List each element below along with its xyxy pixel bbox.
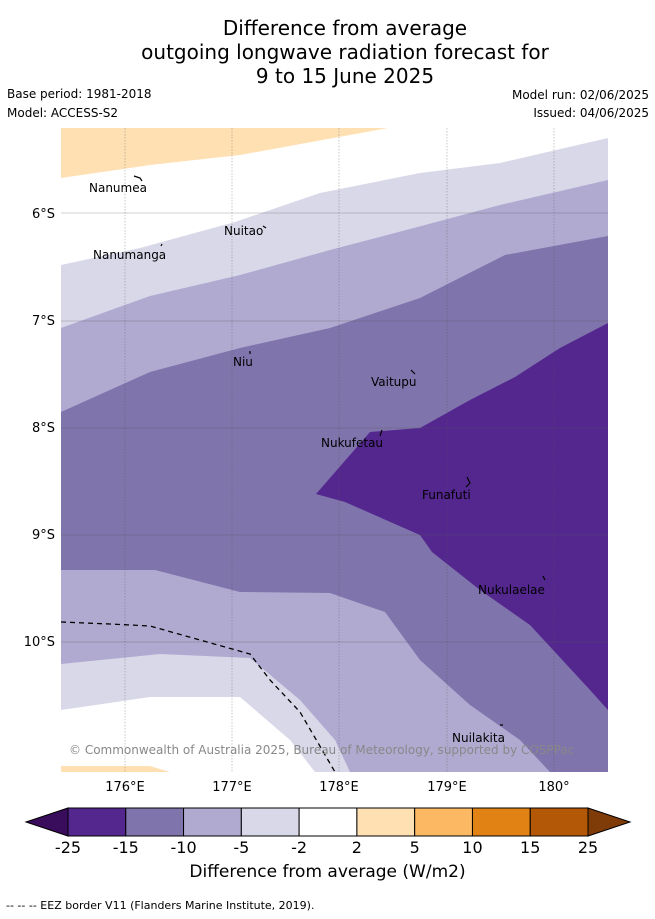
colorbar-tick-25: 25	[578, 838, 598, 857]
colorbar-title: Difference from average (W/m2)	[189, 862, 466, 882]
island-nuitao	[262, 225, 267, 229]
title-line-1: Difference from average	[222, 16, 468, 40]
place-label-vaitupu: Vaitupu	[371, 375, 417, 389]
lon-tick-180: 180°	[538, 780, 569, 795]
island-funafuti	[465, 476, 471, 488]
model-run: Model run: 02/06/2025	[511, 88, 649, 102]
map-title: Difference from average outgoing longwav…	[0, 16, 655, 88]
colorbar-tick-labels: -25 -15 -10 -5 -2 2 5 10 15 25	[55, 838, 598, 857]
lat-tick-6s: 6°S	[32, 207, 55, 222]
island-vaitupu	[410, 369, 416, 375]
anomaly-band-lower-near-zero	[61, 697, 315, 772]
map-plot-area: Nanumea Nuitao Nanumanga Niu Vaitupu Nuk…	[61, 128, 608, 772]
colorbar-tick-10: 10	[462, 838, 482, 857]
colorbar-segment-minus2-2	[298, 807, 358, 837]
lat-tick-9s: 9°S	[32, 528, 55, 543]
lat-tick-10s: 10°S	[24, 635, 55, 650]
gridlines	[61, 128, 608, 772]
place-label-nukulaelae: Nukulaelae	[478, 583, 545, 597]
colorbar-tick-minus10: -10	[170, 838, 196, 857]
colorbar-segment-minus5-minus2	[240, 807, 300, 837]
positive-anomaly-bottom-left	[61, 766, 170, 772]
place-label-nanumea: Nanumea	[89, 181, 147, 195]
colorbar-under-arrow	[24, 807, 69, 837]
eez-border-line	[61, 621, 336, 772]
title-line-2: outgoing longwave radiation forecast for	[141, 40, 549, 64]
lon-tick-176e: 176°E	[105, 780, 145, 795]
lat-tick-8s: 8°S	[32, 421, 55, 436]
colorbar-tick-minus5: -5	[233, 838, 249, 857]
lon-tick-179e: 179°E	[427, 780, 467, 795]
copyright-notice: © Commonwealth of Australia 2025, Bureau…	[69, 743, 574, 757]
island-nukufetau	[379, 429, 383, 437]
lat-tick-7s: 7°S	[32, 314, 55, 329]
colorbar-segment-15-25	[529, 807, 589, 837]
base-period: Base period: 1981-2018	[7, 87, 152, 101]
eez-border-note: -- -- -- EEZ border V11 (Flanders Marine…	[6, 899, 315, 912]
colorbar-tick-5: 5	[410, 838, 420, 857]
colorbar-tick-15: 15	[520, 838, 540, 857]
colorbar-tick-minus15: -15	[113, 838, 139, 857]
colorbar-tick-minus25: -25	[55, 838, 81, 857]
colorbar-over-arrow	[587, 807, 632, 837]
longitude-tick-labels: 176°E 177°E 178°E 179°E 180°	[105, 780, 569, 795]
colorbar-segment-minus10-minus5	[183, 807, 242, 837]
colorbar-segment-2-5	[356, 807, 416, 837]
colorbar: -25 -15 -10 -5 -2 2 5 10 15 25	[24, 807, 632, 857]
place-label-nuilakita: Nuilakita	[452, 731, 505, 745]
place-labels: Nanumea Nuitao Nanumanga Niu Vaitupu Nuk…	[89, 181, 545, 745]
colorbar-tick-2: 2	[352, 838, 362, 857]
colorbar-segment-5-10	[414, 807, 473, 837]
place-label-niu: Niu	[233, 355, 253, 369]
issued-date: Issued: 04/06/2025	[533, 106, 649, 120]
islands	[133, 175, 546, 726]
colorbar-tick-minus2: -2	[291, 838, 307, 857]
colorbar-segment-minus25-minus15	[67, 807, 127, 837]
model-name: Model: ACCESS-S2	[7, 106, 119, 120]
title-line-3: 9 to 15 June 2025	[255, 64, 435, 88]
place-label-funafuti: Funafuti	[422, 488, 471, 502]
island-nanumea	[133, 175, 143, 182]
place-label-nanumanga: Nanumanga	[93, 248, 166, 262]
place-label-nukufetau: Nukufetau	[321, 436, 383, 450]
latitude-tick-labels: 6°S 7°S 8°S 9°S 10°S	[24, 207, 55, 650]
island-nanumanga	[160, 243, 163, 247]
colorbar-segment-minus15-minus10	[125, 807, 185, 837]
lon-tick-177e: 177°E	[212, 780, 252, 795]
anomaly-band-minus-15-to-minus-25	[316, 323, 608, 710]
colorbar-segment-10-15	[471, 807, 531, 837]
positive-anomaly-top-left	[61, 128, 388, 178]
lon-tick-178e: 178°E	[319, 780, 359, 795]
island-nukulaelae	[542, 575, 546, 581]
place-label-nuitao: Nuitao	[224, 224, 263, 238]
